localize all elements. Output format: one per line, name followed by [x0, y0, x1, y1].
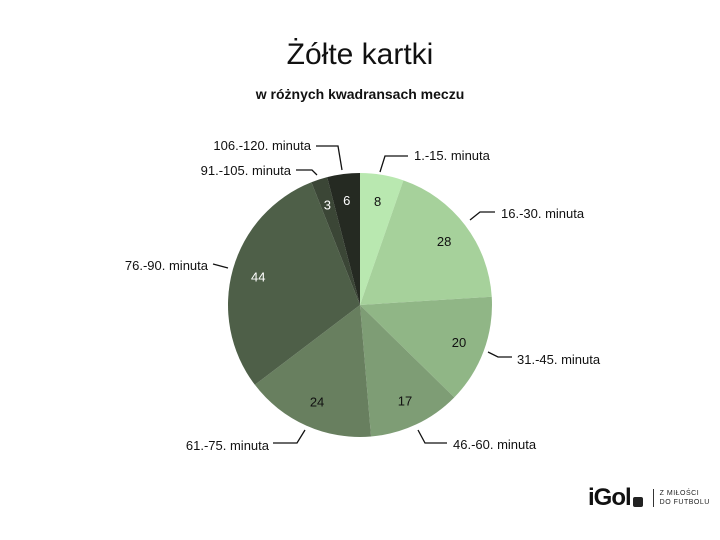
category-label: 16.-30. minuta	[501, 206, 585, 221]
leader-line	[417, 429, 447, 444]
chart-subtitle: w różnych kwadransach meczu	[255, 86, 465, 102]
pie-slice	[360, 173, 404, 305]
data-label: 24	[310, 394, 324, 409]
logo-tagline-2: DO FUTBOLU	[659, 499, 710, 506]
category-label: 106.-120. minuta	[213, 138, 311, 153]
category-label: 61.-75. minuta	[186, 438, 270, 453]
leader-line	[487, 351, 512, 358]
leader-line	[379, 155, 408, 173]
logo: iGol Z MIŁOŚCI DO FUTBOLU	[588, 484, 710, 512]
category-label: 91.-105. minuta	[201, 163, 292, 178]
data-label: 44	[251, 270, 265, 285]
pie-slice	[227, 182, 360, 385]
chart-title: Żółte kartki	[286, 38, 434, 71]
logo-brand: iGol	[588, 484, 632, 511]
pie-slice	[360, 180, 492, 305]
pie-slice	[311, 177, 360, 305]
data-label: 6	[343, 193, 350, 208]
category-label: 31.-45. minuta	[517, 352, 601, 367]
leader-line	[296, 169, 318, 176]
category-label: 1.-15. minuta	[414, 148, 491, 163]
logo-tagline: Z MIŁOŚCI DO FUTBOLU	[660, 489, 710, 507]
leader-line	[316, 145, 343, 171]
pie-slice	[327, 173, 360, 305]
pie-slice	[254, 305, 372, 437]
data-label: 3	[324, 198, 331, 213]
leader-line	[273, 429, 306, 444]
pie-slice	[360, 305, 455, 437]
data-label: 20	[452, 335, 466, 350]
category-label: 76.-90. minuta	[125, 258, 209, 273]
ball-icon	[632, 497, 643, 507]
logo-tagline-1: Z MIŁOŚCI	[659, 490, 700, 497]
data-label: 8	[374, 194, 381, 209]
logo-divider	[652, 489, 654, 507]
leader-line	[469, 211, 495, 221]
data-label: 28	[437, 234, 451, 249]
leader-line	[212, 263, 229, 269]
category-label: 46.-60. minuta	[453, 437, 537, 452]
pie-slice	[360, 296, 493, 398]
data-label: 17	[398, 394, 412, 409]
